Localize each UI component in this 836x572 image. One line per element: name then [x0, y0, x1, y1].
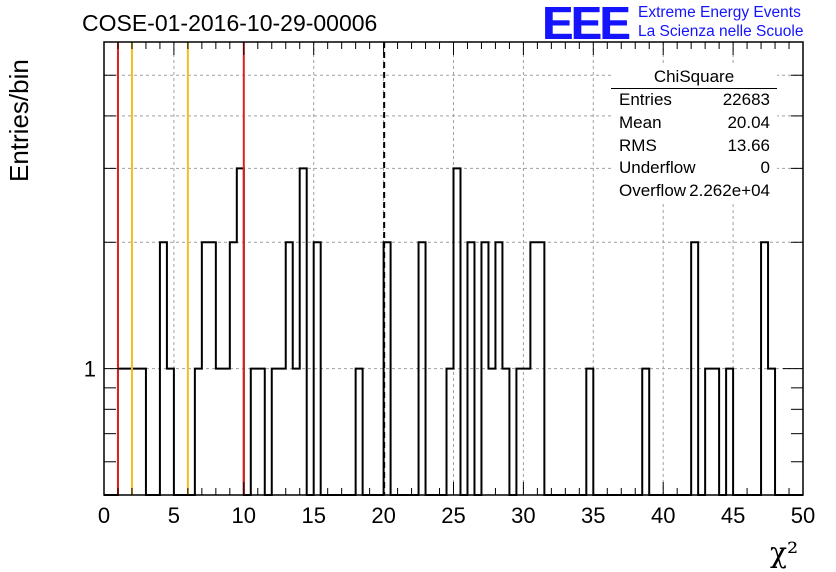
- x-tick-label: 30: [511, 503, 535, 528]
- histogram-bin: [712, 369, 719, 495]
- x-tick-label: 50: [791, 503, 815, 528]
- histogram-bin: [279, 369, 286, 495]
- histogram-bin: [586, 369, 593, 495]
- stats-key: RMS: [619, 135, 657, 155]
- x-tick-label: 25: [441, 503, 465, 528]
- stats-value: 22683: [722, 90, 770, 109]
- histogram-bin: [454, 168, 461, 495]
- x-axis-label: χ²: [770, 536, 799, 569]
- histogram-bin: [293, 369, 300, 495]
- eee-logo: EEE: [542, 0, 630, 49]
- histogram-bin: [209, 242, 216, 495]
- histogram-bin: [139, 369, 146, 495]
- stats-row-mean: Mean 20.04: [611, 112, 777, 135]
- x-tick-label: 40: [651, 503, 675, 528]
- histogram-bin: [419, 242, 426, 495]
- logo-line-2: La Scienza nelle Scuole: [638, 23, 804, 40]
- stats-value: 20.04: [727, 112, 770, 132]
- histogram-bin: [216, 369, 223, 495]
- histogram-bin: [286, 242, 293, 495]
- stats-row-rms: RMS 13.66: [611, 135, 777, 158]
- histogram-bin: [467, 242, 474, 495]
- histogram-bin: [237, 168, 244, 495]
- stats-row-overflow: Overflow 2.262e+04: [611, 180, 777, 203]
- stats-value: 2.262e+04: [689, 181, 770, 201]
- histogram-bin: [125, 369, 132, 495]
- histogram-bin: [258, 369, 265, 495]
- y-tick-label: 1: [84, 357, 96, 382]
- stats-title: ChiSquare: [611, 66, 777, 89]
- stats-key: Overflow: [619, 181, 687, 201]
- stats-key: Underflow: [619, 158, 696, 178]
- histogram-bin: [251, 369, 258, 495]
- histogram-bin: [160, 242, 167, 495]
- logo-line-1: Extreme Energy Events: [638, 4, 801, 21]
- histogram-bin: [761, 242, 768, 495]
- histogram-bin: [202, 242, 209, 495]
- histogram-bin: [230, 242, 237, 495]
- logo-text: Extreme Energy Events La Scienza nelle S…: [638, 3, 803, 41]
- stats-box: ChiSquare Entries 22683 Mean 20.04 RMS 1…: [611, 66, 777, 203]
- stats-value: 0: [760, 158, 770, 178]
- stats-key: Mean: [619, 112, 662, 132]
- histogram-bin: [642, 369, 649, 495]
- histogram-bin: [356, 369, 363, 495]
- x-tick-label: 35: [581, 503, 605, 528]
- histogram-bin: [516, 369, 523, 495]
- x-tick-label: 10: [232, 503, 256, 528]
- x-tick-label: 5: [168, 503, 180, 528]
- stats-row-entries: Entries 22683: [611, 89, 777, 112]
- histogram-bin: [530, 242, 537, 495]
- histogram-bin: [691, 242, 698, 495]
- stats-key: Entries: [619, 90, 672, 109]
- histogram-bin: [726, 369, 733, 495]
- histogram-bin: [223, 369, 230, 495]
- histogram-bin: [195, 369, 202, 495]
- histogram-bin: [502, 369, 509, 495]
- histogram-bin: [768, 369, 775, 495]
- x-tick-label: 20: [371, 503, 395, 528]
- histogram-bin: [495, 242, 502, 495]
- chart-title: COSE-01-2016-10-29-00006: [82, 10, 378, 36]
- stats-row-underflow: Underflow 0: [611, 157, 777, 180]
- histogram-bin: [488, 369, 495, 495]
- x-tick-label: 45: [721, 503, 745, 528]
- histogram-bin: [132, 369, 139, 495]
- histogram-bin: [447, 369, 454, 495]
- histogram-bin: [314, 242, 321, 495]
- x-tick-label: 0: [98, 503, 110, 528]
- histogram-bin: [537, 242, 544, 495]
- histogram-bin: [272, 369, 279, 495]
- histogram-bin: [523, 369, 530, 495]
- histogram-bin: [118, 369, 125, 495]
- histogram-bin: [167, 369, 174, 495]
- histogram-bin: [300, 168, 307, 495]
- stats-value: 13.66: [727, 135, 770, 155]
- histogram-bin: [705, 369, 712, 495]
- histogram-bin: [481, 242, 488, 495]
- y-axis-label: Entries/bin: [4, 59, 34, 182]
- x-tick-label: 15: [301, 503, 325, 528]
